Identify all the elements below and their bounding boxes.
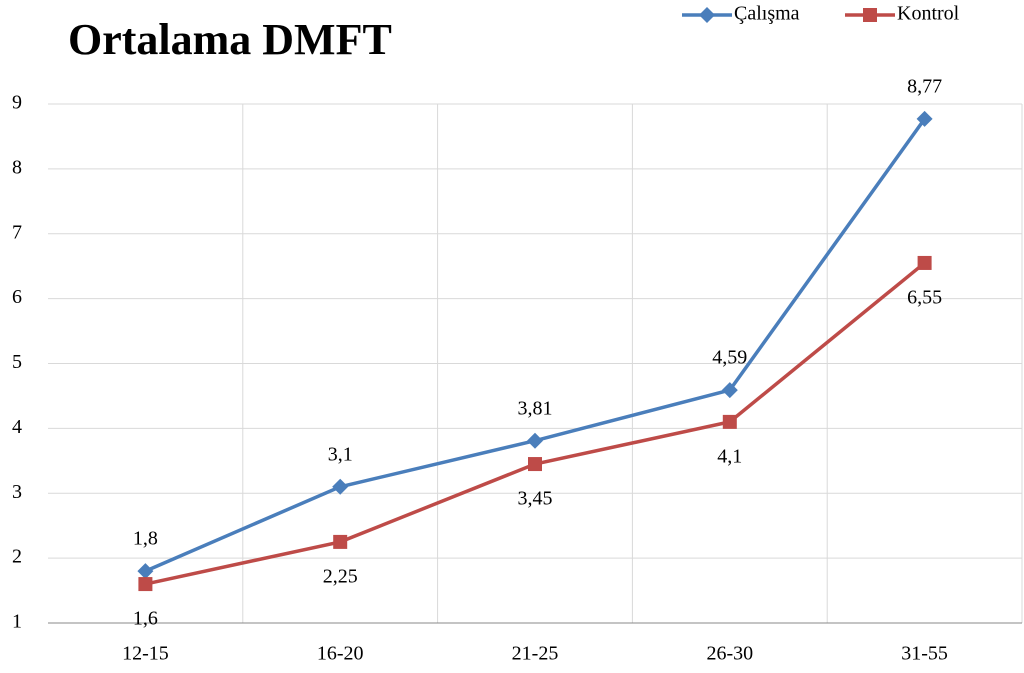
- x-tick-label: 12-15: [122, 643, 169, 665]
- data-label: 4,59: [712, 347, 747, 369]
- legend-label: Kontrol: [897, 3, 960, 25]
- data-point: [138, 577, 153, 592]
- data-label: 3,45: [518, 488, 553, 510]
- data-point: [722, 414, 737, 429]
- data-point: [527, 432, 543, 449]
- y-tick-label: 1: [12, 611, 22, 633]
- data-label: 8,77: [907, 76, 942, 98]
- data-label: 6,55: [907, 287, 942, 309]
- legend-label: Çalışma: [734, 3, 800, 25]
- legend-marker: [863, 8, 877, 22]
- y-tick-label: 8: [12, 156, 22, 178]
- data-point: [332, 478, 349, 495]
- x-tick-label: 16-20: [317, 643, 364, 665]
- data-point: [528, 457, 542, 472]
- legend-marker: [699, 7, 715, 23]
- y-tick-label: 6: [12, 286, 22, 308]
- series-line: [145, 261, 926, 586]
- y-tick-label: 7: [12, 221, 22, 243]
- data-point: [917, 255, 932, 270]
- x-tick-label: 31-55: [901, 643, 948, 665]
- data-point: [721, 382, 738, 399]
- data-label: 3,1: [328, 443, 353, 465]
- data-point: [916, 110, 933, 127]
- y-tick-label: 2: [12, 546, 22, 568]
- y-tick-label: 3: [12, 481, 22, 503]
- chart-title: Ortalama DMFT: [68, 15, 392, 64]
- y-tick-label: 4: [12, 416, 22, 438]
- data-point: [333, 534, 348, 549]
- data-label: 3,81: [518, 397, 553, 419]
- data-label: 1,8: [133, 528, 158, 550]
- x-tick-label: 21-25: [512, 643, 559, 665]
- data-label: 2,25: [323, 566, 358, 588]
- x-tick-label: 26-30: [706, 643, 753, 665]
- data-point: [137, 563, 154, 580]
- y-tick-label: 9: [12, 92, 22, 114]
- data-label: 4,1: [717, 445, 742, 467]
- data-label: 1,6: [133, 608, 158, 630]
- y-tick-label: 5: [12, 351, 22, 373]
